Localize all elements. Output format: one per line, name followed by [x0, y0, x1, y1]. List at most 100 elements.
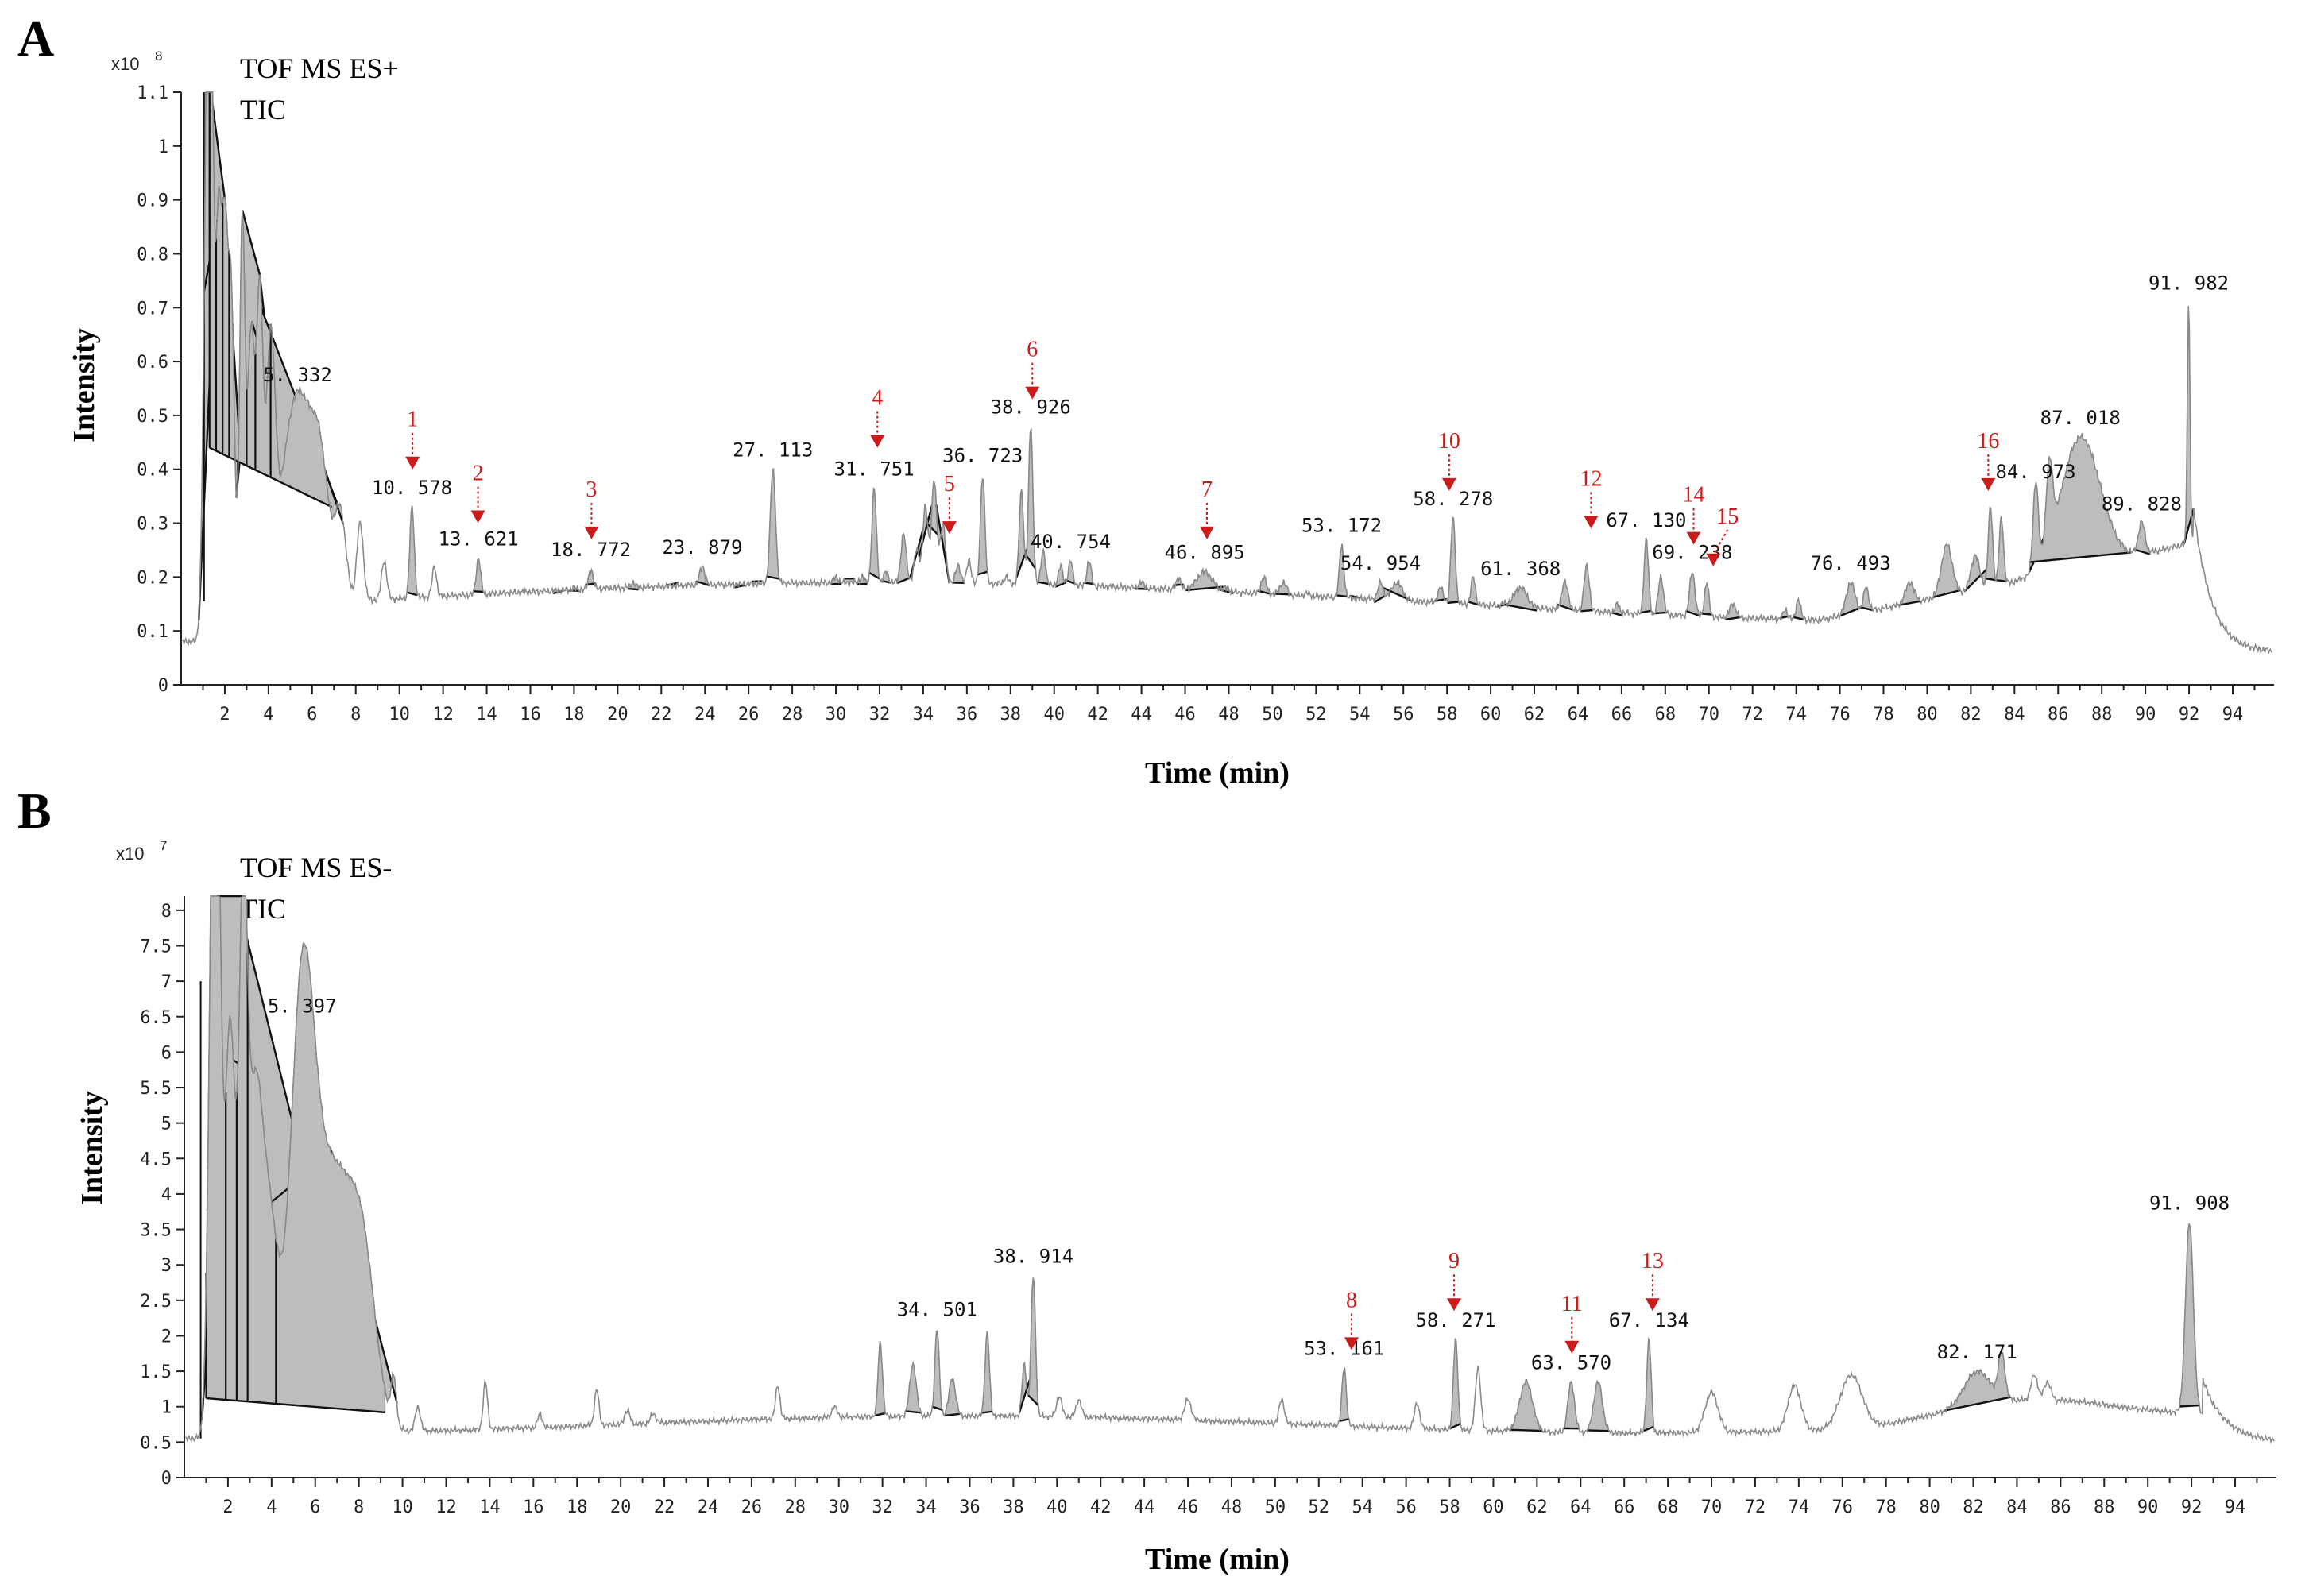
panel-b-y-tick-label: 0: [161, 1469, 172, 1489]
panel-a-x-tick-label: 38: [1000, 705, 1022, 725]
panel-a-x-tick-label: 24: [694, 705, 716, 725]
panel-b-x-tick-label: 52: [1309, 1497, 1330, 1517]
panel-b-rt-label: 58. 271: [1415, 1309, 1495, 1331]
panel-b-title: TOF MS ES-: [240, 852, 392, 883]
panel-a-x-tick-label: 56: [1393, 705, 1414, 725]
panel-b-marker-8: 8: [1344, 1288, 1359, 1351]
panel-a-peak-baseline: [241, 210, 261, 275]
panel-a-title: TOF MS ES+: [240, 52, 399, 84]
panel-b-rt-label: 67. 134: [1609, 1309, 1689, 1331]
panel-b-y-tick-label: 5: [161, 1115, 172, 1134]
panel-a-x-tick-label: 32: [869, 705, 891, 725]
panel-a-x-tick-label: 54: [1349, 705, 1371, 725]
panel-b-x-tick-label: 44: [1134, 1497, 1155, 1517]
panel-a-plot: 00.10.20.30.40.50.60.70.80.911.12 4 6 8 10 12…: [137, 83, 2274, 725]
panel-b-scale-base: x10: [116, 844, 144, 864]
panel-a-peak-baseline: [830, 582, 841, 585]
panel-a-rt-label: 10. 578: [372, 477, 452, 499]
panel-b-x-tick-label: 8: [354, 1497, 364, 1517]
panel-a-x-tick-label: 8: [350, 705, 361, 725]
panel-a-peak-baseline: [1611, 612, 1623, 616]
panel-a-rt-label: 61. 368: [1480, 558, 1561, 580]
panel-a-rt-label: 54. 954: [1340, 552, 1421, 574]
panel-a-rt-label: 23. 879: [662, 536, 742, 558]
panel-a-rt-label: 27. 113: [733, 439, 813, 462]
panel-a-x-tick-label: 18: [563, 705, 585, 725]
panel-a-x-tick-label: 72: [1742, 705, 1763, 725]
panel-a-marker-3: 3: [584, 477, 599, 539]
panel-b-peak-baseline: [905, 1410, 922, 1414]
panel-b-y-tick-label: 3: [161, 1256, 172, 1276]
panel-a-marker-number: 7: [1201, 477, 1213, 502]
panel-b-x-tick-label: 40: [1046, 1497, 1068, 1517]
panel-a-peak-baseline: [1038, 581, 1049, 585]
panel-a-y-tick-label: 0.7: [137, 299, 168, 319]
panel-b-x-tick-label: 92: [2181, 1497, 2203, 1517]
panel-a-tic-trace: [182, 91, 2273, 654]
panel-a-peak-baseline: [473, 590, 484, 593]
panel-b-x-tick-label: 56: [1395, 1497, 1417, 1517]
panel-b-peak-baseline: [1338, 1418, 1350, 1423]
panel-b-peak-area: [943, 1378, 961, 1416]
panel-a-marker-2: 2: [470, 462, 485, 524]
panel-b-tic-trace: [185, 895, 2276, 1444]
panel-b-y-tick-label: 4.5: [140, 1150, 172, 1169]
panel-b-peak-baseline: [931, 1405, 943, 1411]
panel-b-x-tick-label: 12: [435, 1497, 457, 1517]
panel-b-marker-11: 11: [1561, 1292, 1583, 1354]
panel-a-peak-baseline: [1640, 609, 1652, 614]
panel-a-rt-label: 69. 238: [1652, 542, 1732, 564]
panel-b-x-tick-label: 48: [1221, 1497, 1243, 1517]
panel-b-x-tick-label: 58: [1439, 1497, 1460, 1517]
panel-b-letter: B: [17, 783, 52, 839]
panel-a-rt-label: 36. 723: [942, 445, 1023, 467]
panel-a-peak-baseline: [2133, 548, 2151, 555]
panel-a-marker-number: 10: [1438, 429, 1460, 454]
panel-a-peak-baseline: [1963, 568, 1987, 593]
panel-b-x-tick-label: 82: [1963, 1497, 1984, 1517]
panel-a-peak-baseline: [1725, 616, 1742, 621]
panel-b-peak-baseline: [874, 1412, 886, 1417]
panel-a-rt-label: 58. 278: [1413, 488, 1493, 510]
panel-a-rt-label: 38. 926: [991, 396, 1071, 418]
panel-b-x-tick-label: 22: [654, 1497, 675, 1517]
panel-a-y-tick-label: 0.2: [137, 568, 168, 588]
panel-a-x-tick-label: 44: [1131, 705, 1152, 725]
panel-b-x-tick-label: 6: [310, 1497, 320, 1517]
panel-b-y-tick-label: 2.5: [140, 1292, 172, 1312]
panel-a-y-tick-label: 0.9: [137, 191, 168, 211]
panel-a-peak-baseline: [1701, 613, 1712, 616]
panel-b-xlabel: Time (min): [1145, 1543, 1290, 1576]
panel-a-marker-arrow-head: [1686, 531, 1701, 545]
panel-b-peak-baseline: [1586, 1429, 1610, 1432]
panel-a-marker-arrow-shaft: [1712, 529, 1729, 556]
panel-a-marker-10: 10: [1438, 429, 1460, 491]
panel-a-peak-baseline: [896, 577, 911, 585]
panel-a-x-tick-label: 12: [432, 705, 454, 725]
panel-a-x-tick-label: 94: [2222, 705, 2244, 725]
panel-a-y-tick-label: 1: [158, 137, 168, 157]
panel-b-x-tick-label: 50: [1265, 1497, 1286, 1517]
panel-a-peak-baseline: [1932, 589, 1961, 598]
panel-b-x-tick-label: 74: [1789, 1497, 1810, 1517]
panel-b-x-tick-label: 46: [1178, 1497, 1199, 1517]
panel-b-y-tick-label: 4: [161, 1185, 172, 1205]
panel-a-marker-number: 15: [1716, 504, 1739, 529]
panel-b-y-tick-label: 3.5: [140, 1221, 172, 1241]
panel-a-x-tick-label: 60: [1480, 705, 1502, 725]
panel-a-x-tick-label: 6: [307, 705, 317, 725]
panel-b-x-tick-label: 24: [698, 1497, 719, 1517]
panel-a-marker-number: 12: [1580, 466, 1602, 491]
panel-b-x-tick-label: 4: [266, 1497, 277, 1517]
panel-b-y-tick-label: 6.5: [140, 1008, 172, 1028]
panel-b-peak-baseline: [1642, 1425, 1654, 1432]
panel-b-marker-arrow-head: [1447, 1298, 1462, 1312]
panel-b-rt-label: 38. 914: [993, 1246, 1073, 1268]
panel-b-x-tick-label: 72: [1745, 1497, 1766, 1517]
panel-a-x-tick-label: 28: [782, 705, 803, 725]
panel-b-rt-label: 53. 161: [1304, 1338, 1384, 1360]
panel-b-x-tick-label: 68: [1657, 1497, 1679, 1517]
panel-a-x-tick-label: 22: [651, 705, 672, 725]
panel-a-x-tick-label: 30: [826, 705, 847, 725]
